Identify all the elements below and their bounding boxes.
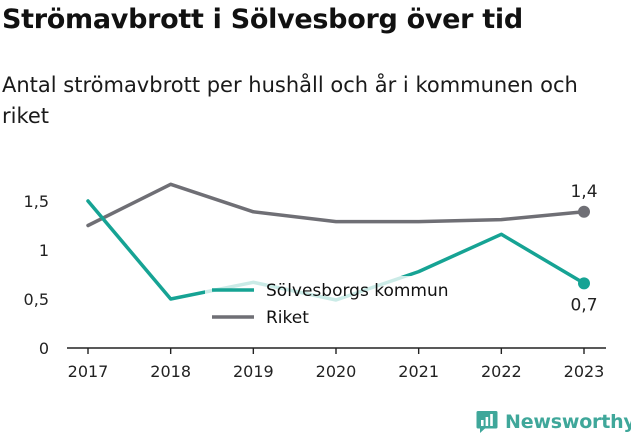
brand-name: Newsworthy bbox=[505, 411, 631, 433]
chart-subtitle: Antal strömavbrott per hushåll och år i … bbox=[2, 73, 578, 128]
end-marker-riket bbox=[578, 205, 590, 218]
legend-label: Riket bbox=[266, 308, 309, 328]
x-tick-label: 2018 bbox=[150, 362, 191, 381]
end-value-label: 0,7 bbox=[570, 295, 597, 315]
y-tick-label: 0 bbox=[39, 339, 49, 358]
series-line-riket bbox=[86, 182, 586, 228]
x-axis: 2017 2018 2019 2020 2021 2022 2023 bbox=[67, 347, 606, 381]
legend-background bbox=[205, 276, 463, 334]
legend-label: Sölvesborgs kommun bbox=[266, 281, 449, 301]
end-labels: 0,7 1,4 bbox=[570, 182, 597, 316]
x-tick-label: 2019 bbox=[233, 362, 274, 381]
y-tick-label: 1,5 bbox=[24, 192, 49, 211]
x-tick-label: 2017 bbox=[68, 362, 109, 381]
newsworthy-logo-icon bbox=[476, 411, 498, 433]
y-tick-label: 1 bbox=[39, 241, 49, 260]
brand-logo: Newsworthy bbox=[476, 406, 631, 438]
x-tick-label: 2021 bbox=[398, 362, 439, 381]
x-tick-label: 2022 bbox=[481, 362, 522, 381]
x-tick-label: 2020 bbox=[316, 362, 357, 381]
y-axis: 0 0,5 1 1,5 bbox=[24, 192, 49, 358]
y-tick-label: 0,5 bbox=[24, 290, 49, 309]
legend: Sölvesborgs kommun Riket bbox=[205, 276, 463, 334]
end-value-label: 1,4 bbox=[570, 182, 597, 202]
end-marker-solvesborg bbox=[578, 277, 590, 290]
x-tick-label: 2023 bbox=[564, 362, 605, 381]
chart-title: Strömavbrott i Sölvesborg över tid bbox=[2, 4, 523, 35]
